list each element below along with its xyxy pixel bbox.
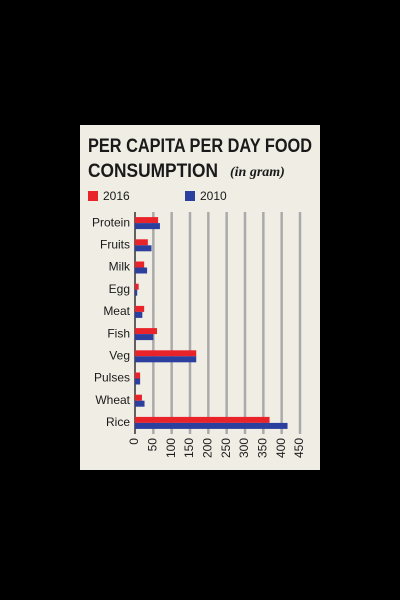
bar [135,289,138,296]
bar [135,245,152,252]
x-tick-label: 350 [256,438,270,458]
x-tick-label: 300 [237,438,251,458]
bar [135,267,148,274]
bar [135,239,148,246]
bar [135,283,139,290]
bar [135,378,141,385]
y-tick-label: Rice [106,415,130,429]
x-tick-label: 150 [182,438,196,458]
x-tick-label: 200 [201,438,215,458]
bar [135,223,160,230]
y-tick-label: Fruits [100,237,130,251]
bar [135,422,288,429]
chart-title: PER CAPITA PER DAY FOOD [88,136,312,157]
y-tick-label: Meat [103,304,130,318]
bar [135,394,142,401]
bar [135,261,145,268]
x-tick-label: 50 [146,438,160,452]
x-tick-label: 0 [127,438,141,445]
card [80,125,320,470]
y-tick-label: Milk [109,260,131,274]
chart-subtitle: (in gram) [230,165,285,180]
x-tick-label: 250 [219,438,233,458]
bar [135,400,145,407]
legend-swatch [88,191,98,201]
bar [135,356,197,363]
y-tick-label: Egg [109,282,130,296]
bar [135,372,141,379]
x-tick-label: 100 [164,438,178,458]
y-tick-label: Wheat [95,393,130,407]
bar [135,305,145,312]
bar [135,334,154,341]
x-tick-label: 400 [274,438,288,458]
y-tick-label: Pulses [94,371,130,385]
bar [135,350,197,357]
bar [135,416,270,423]
bar [135,217,159,224]
y-tick-label: Fish [107,326,130,340]
y-tick-label: Protein [92,215,130,229]
legend-label: 2016 [103,189,130,203]
x-tick-label: 450 [292,438,306,458]
legend-label: 2010 [200,189,227,203]
legend-swatch [185,191,195,201]
y-tick-label: Veg [109,348,130,362]
chart-title: CONSUMPTION [88,161,218,182]
bar [135,311,143,318]
bar [135,328,157,335]
